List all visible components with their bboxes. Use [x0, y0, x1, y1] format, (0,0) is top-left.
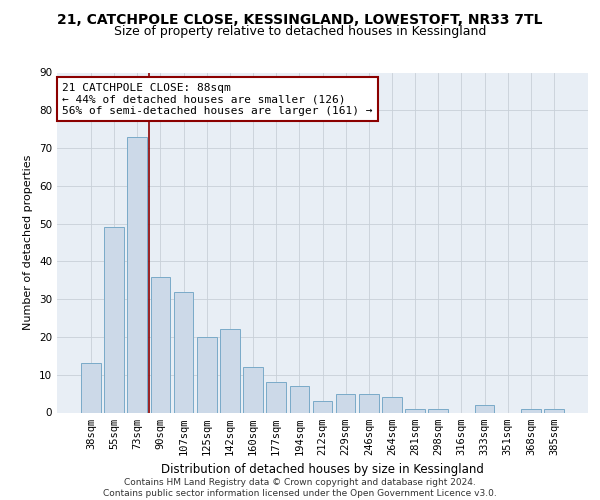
Bar [359, 394, 379, 412]
Bar [290, 386, 309, 412]
Bar [313, 401, 332, 412]
Bar [405, 408, 425, 412]
Bar [521, 408, 541, 412]
Bar [544, 408, 564, 412]
Y-axis label: Number of detached properties: Number of detached properties [23, 155, 34, 330]
Bar [220, 330, 240, 412]
Text: 21 CATCHPOLE CLOSE: 88sqm
← 44% of detached houses are smaller (126)
56% of semi: 21 CATCHPOLE CLOSE: 88sqm ← 44% of detac… [62, 82, 373, 116]
Bar [81, 364, 101, 412]
Bar [197, 337, 217, 412]
Bar [174, 292, 193, 412]
Bar [336, 394, 355, 412]
Text: Size of property relative to detached houses in Kessingland: Size of property relative to detached ho… [114, 25, 486, 38]
Text: 21, CATCHPOLE CLOSE, KESSINGLAND, LOWESTOFT, NR33 7TL: 21, CATCHPOLE CLOSE, KESSINGLAND, LOWEST… [57, 12, 543, 26]
X-axis label: Distribution of detached houses by size in Kessingland: Distribution of detached houses by size … [161, 463, 484, 476]
Bar [127, 136, 147, 412]
Bar [151, 276, 170, 412]
Bar [475, 405, 494, 412]
Bar [382, 398, 402, 412]
Bar [243, 367, 263, 412]
Bar [266, 382, 286, 412]
Bar [104, 228, 124, 412]
Text: Contains HM Land Registry data © Crown copyright and database right 2024.
Contai: Contains HM Land Registry data © Crown c… [103, 478, 497, 498]
Bar [428, 408, 448, 412]
